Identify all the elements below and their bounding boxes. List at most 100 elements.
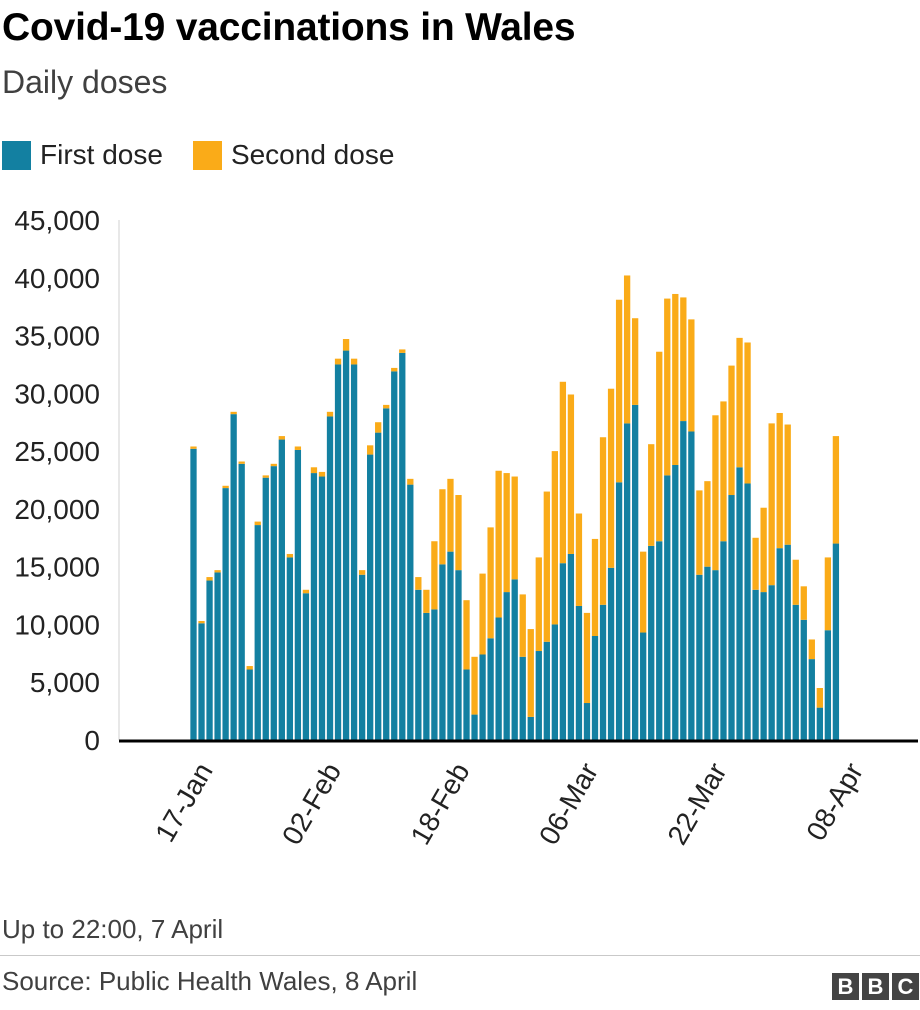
x-tick-label: 22-Mar [661,758,732,850]
bar-first-dose [391,371,398,740]
bar-second-dose [688,319,695,432]
bar-first-dose [286,557,294,740]
bar-first-dose [503,592,510,740]
bar-second-dose [583,612,591,704]
bar-first-dose [222,488,229,740]
bar-second-dose [752,537,759,590]
bar-first-dose [672,464,679,740]
bar-first-dose [302,593,310,740]
bar-second-dose [495,470,502,618]
legend-label-second-dose: Second dose [230,139,395,170]
bar-second-dose [559,381,567,564]
footer-divider [0,955,920,956]
bar-first-dose [688,431,695,740]
legend-item-second-dose: Second dose [192,139,395,171]
bar-second-dose [206,577,213,581]
bar-first-dose [334,364,342,740]
bar-first-dose [648,545,655,740]
bar-first-dose [487,638,494,740]
bar-second-dose [527,629,534,717]
x-tick-label: 18-Feb [404,758,475,850]
bar-first-dose [294,449,302,740]
bar-first-dose [615,482,623,740]
bar-second-dose [262,475,269,478]
bar-second-dose [607,388,615,568]
bar-second-dose [615,299,623,483]
bar-first-dose [784,544,791,740]
bar-second-dose [599,437,607,605]
bar-second-dose [648,444,655,546]
bar-second-dose [383,404,390,409]
x-axis-tick-labels: 17-Jan 02-Feb 18-Feb 06-Mar 22-Mar 08-Apr [149,758,869,850]
bar-first-dose [744,483,751,740]
bar-second-dose [294,446,302,450]
y-tick-label: 35,000 [14,321,100,352]
bar-first-dose [632,404,639,740]
legend-swatch-second-dose [192,140,222,170]
bar-first-dose [808,659,815,740]
bar-second-dose [479,573,486,655]
bar-first-dose [543,641,550,740]
bar-first-dose [599,604,607,740]
bar-first-dose [760,592,767,740]
bar-second-dose [744,342,751,484]
legend-item-first-dose: First dose [2,139,163,171]
bar-first-dose [326,416,334,740]
bar-second-dose [238,461,245,464]
bar-first-dose [712,570,719,740]
bar-first-dose [383,408,390,740]
bar-first-dose [704,566,711,740]
bar-second-dose [680,297,687,422]
bar-first-dose [656,541,663,740]
y-tick-label: 15,000 [14,552,100,583]
bar-second-dose [575,513,583,606]
bar-first-dose [415,589,422,740]
bar-first-dose [752,589,759,740]
bar-second-dose [656,351,663,542]
bar-second-dose [423,589,430,613]
bar-first-dose [728,495,735,740]
y-tick-label: 40,000 [14,263,100,294]
bar-first-dose [696,574,703,740]
bar-second-dose [367,445,374,455]
bar-first-dose [623,423,631,740]
bar-second-dose [535,557,542,652]
bbc-logo: B B C [829,973,919,1000]
bar-first-dose [567,553,575,740]
bar-first-dose [680,421,687,740]
bar-second-dose [816,688,823,708]
bar-second-dose [391,367,398,372]
bar-first-dose [607,567,615,740]
bar-first-dose [535,651,542,740]
bar-second-dose [447,478,454,552]
footnote: Up to 22:00, 7 April [2,914,224,944]
y-tick-label: 10,000 [14,609,100,640]
bar-second-dose [808,639,815,660]
bar-first-dose [238,463,245,740]
bar-first-dose [407,484,414,740]
bar-first-dose [720,541,727,740]
bar-first-dose [431,609,438,740]
bar-first-dose [206,580,213,740]
bar-first-dose [439,564,446,740]
bar-second-dose [399,349,406,353]
bar-first-dose [768,585,775,740]
bar-first-dose [527,716,534,740]
x-tick-label: 06-Mar [533,758,604,850]
bar-second-dose [792,559,799,605]
bar-first-dose [511,579,518,740]
bar-first-dose [640,632,647,740]
legend-label-first-dose: First dose [40,139,163,170]
bar-second-dose [672,293,679,465]
bar-first-dose [455,570,462,740]
bar-second-dose [640,551,647,633]
bar-second-dose [254,521,261,526]
bar-second-dose [431,541,438,610]
bar-second-dose [784,424,791,545]
bar-first-dose [198,623,205,740]
bbc-logo-letter: B [862,973,889,1000]
bar-second-dose [230,411,237,415]
bar-first-dose [583,703,591,740]
bar-second-dose [776,412,783,549]
bar-second-dose [246,666,253,670]
